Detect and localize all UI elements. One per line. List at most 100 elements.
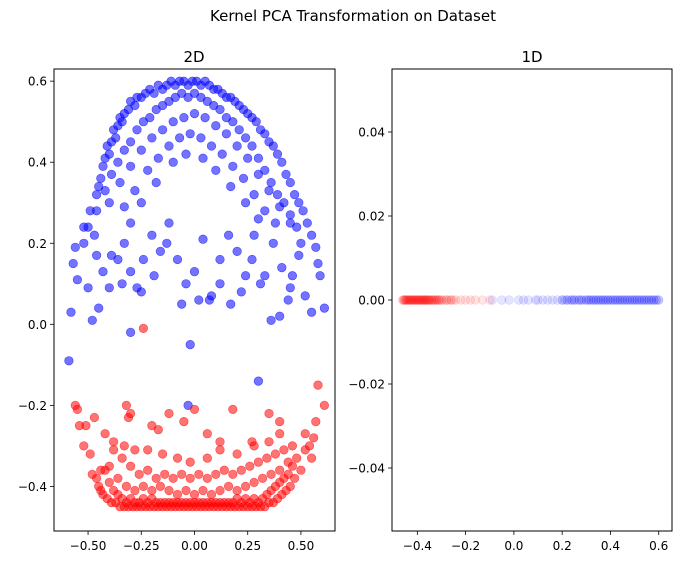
data-point	[70, 242, 80, 252]
data-point	[424, 295, 435, 305]
data-point	[622, 295, 632, 305]
data-point	[557, 295, 567, 305]
data-point	[104, 477, 114, 488]
y-tick-label: −0.2	[18, 399, 47, 413]
y-tick-label: 0.6	[28, 75, 47, 89]
plot-frame-2d	[53, 68, 336, 532]
data-point	[309, 433, 319, 443]
data-point	[446, 295, 456, 305]
data-point	[158, 449, 168, 459]
data-point	[221, 129, 231, 139]
data-point	[600, 295, 611, 305]
data-point	[251, 117, 261, 127]
data-point	[416, 295, 426, 305]
data-point	[287, 271, 298, 281]
data-point	[313, 258, 323, 269]
data-point	[285, 481, 295, 492]
x-tick-label: 0.2	[553, 539, 572, 553]
data-point	[255, 279, 266, 289]
data-point	[434, 295, 444, 305]
data-point	[434, 295, 444, 305]
data-point	[275, 202, 285, 212]
data-point	[432, 295, 442, 305]
data-point	[66, 307, 76, 317]
data-point	[104, 283, 114, 293]
data-point	[610, 295, 620, 305]
data-point	[423, 295, 433, 305]
data-point	[415, 295, 425, 305]
data-point	[126, 327, 136, 338]
data-point	[198, 234, 208, 244]
data-point	[275, 429, 285, 439]
data-point	[200, 112, 210, 123]
data-point	[421, 295, 431, 305]
data-point	[598, 295, 608, 305]
data-point	[426, 295, 436, 305]
data-point	[260, 129, 270, 139]
data-point	[243, 153, 253, 163]
data-point	[285, 210, 295, 220]
data-point	[311, 417, 321, 427]
data-point	[615, 295, 625, 305]
data-point	[637, 295, 647, 305]
data-point	[181, 149, 191, 159]
data-point	[215, 437, 225, 447]
y-tick-label: −0.04	[348, 462, 385, 476]
data-point	[593, 295, 604, 305]
data-point	[617, 295, 628, 305]
data-point	[530, 295, 541, 305]
data-point	[121, 400, 131, 411]
data-point	[603, 295, 613, 305]
data-point	[94, 303, 104, 313]
data-point	[104, 149, 114, 159]
x-tick-label: 0.0	[504, 539, 523, 553]
data-point	[315, 271, 325, 281]
data-point	[185, 129, 195, 139]
y-tick-label: 0.0	[28, 318, 47, 332]
data-point	[399, 295, 409, 305]
data-point	[409, 295, 419, 305]
data-point	[581, 295, 591, 305]
data-point	[264, 437, 274, 447]
data-point	[605, 295, 616, 305]
data-point	[557, 295, 567, 305]
data-point	[620, 295, 630, 305]
data-point	[285, 218, 295, 228]
data-point	[79, 441, 89, 451]
data-point	[451, 295, 461, 305]
data-point	[574, 295, 584, 305]
data-point	[605, 295, 616, 305]
data-point	[126, 137, 136, 147]
data-point	[429, 295, 439, 305]
data-point	[272, 149, 283, 159]
data-point	[439, 295, 449, 305]
data-point	[83, 222, 93, 232]
data-point	[497, 295, 507, 305]
data-point	[126, 408, 136, 419]
data-point	[232, 485, 242, 496]
data-point	[91, 190, 102, 200]
data-point	[300, 291, 310, 301]
data-point	[424, 295, 435, 305]
data-point	[622, 295, 632, 305]
data-point	[189, 267, 200, 277]
data-point	[403, 295, 413, 305]
data-point	[145, 112, 155, 123]
y-tick-label: −0.02	[348, 378, 385, 392]
data-point	[132, 125, 142, 135]
data-point	[138, 117, 148, 127]
data-point	[253, 457, 263, 467]
data-point	[615, 295, 625, 305]
y-tick-label: −0.4	[18, 480, 47, 494]
data-point	[189, 489, 200, 500]
data-point	[91, 473, 102, 483]
data-point	[411, 295, 421, 305]
data-point	[217, 149, 227, 159]
data-point	[292, 222, 302, 232]
data-point	[130, 100, 140, 111]
data-point	[151, 473, 161, 483]
data-point	[627, 295, 637, 305]
data-point	[596, 295, 606, 305]
data-point	[249, 477, 259, 488]
data-point	[294, 250, 304, 260]
